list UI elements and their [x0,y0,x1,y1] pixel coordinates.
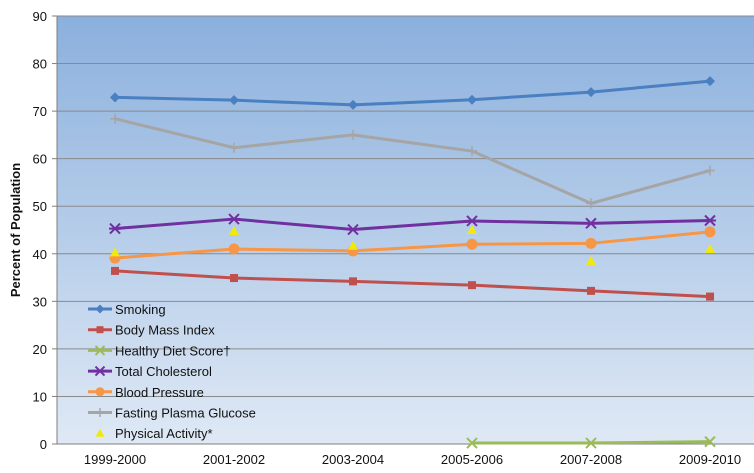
data-point [585,237,597,249]
data-point [230,274,238,283]
data-point [228,213,240,225]
data-point [587,286,595,295]
data-point [467,146,477,157]
data-point [466,215,478,227]
series-body-mass-index [111,266,714,301]
data-point [705,76,715,87]
data-point [466,437,478,449]
legend-label: Total Cholesterol [115,364,212,379]
series-smoking [110,76,715,110]
y-axis-label: Percent of Population [8,163,23,297]
legend-swatch-marker [94,365,106,377]
legend-item: Smoking [88,302,166,317]
y-tick-label: 50 [33,199,47,214]
data-point [468,281,476,290]
data-point [467,94,477,105]
legend-label: Physical Activity* [115,426,213,441]
data-point [704,214,716,227]
data-point [466,238,478,250]
series-line [114,217,711,232]
data-point [704,226,716,238]
data-point [704,435,716,448]
y-tick-label: 40 [33,247,47,262]
series-blood-pressure [109,226,716,264]
data-point [467,225,477,234]
x-tick-label: 2007-2008 [560,452,622,467]
y-tick-label: 30 [33,294,47,309]
data-point [705,244,715,254]
series-physical-activity [110,225,715,265]
data-point [229,225,239,235]
data-point [111,266,119,275]
plot-area [57,16,754,444]
gridlines [57,15,754,445]
y-tick-label: 90 [33,9,47,24]
data-point [586,198,596,209]
legend-label: Blood Pressure [115,385,204,400]
y-tick-label: 20 [33,342,47,357]
data-point [110,247,120,257]
series-total-cholesterol [109,213,716,236]
data-point [109,222,121,235]
series-fasting-plasma-glucose [110,113,715,209]
data-point [705,165,715,176]
data-point [110,92,120,103]
legend-swatch-marker [95,304,105,314]
series-layer [109,76,716,449]
x-tick-label: 2001-2002 [203,452,265,467]
legend-label: Body Mass Index [115,323,215,338]
series-line [114,117,711,205]
x-tick-label: 2003-2004 [322,452,384,467]
x-axis: 1999-2000 2001-2002 2003-2004 2005-2006 2007… [57,443,754,467]
data-point [586,87,596,98]
legend: Smoking Body Mass Index Healthy Diet Score… [88,302,256,441]
legend-item: Physical Activity* [95,426,213,441]
legend-item: Healthy Diet Score† [88,343,231,358]
data-point [348,240,358,250]
y-axis: 0 10 20 30 40 50 60 70 80 90 [33,9,58,452]
legend-label: Fasting Plasma Glucose [115,406,256,421]
series-line [114,79,711,107]
legend-label: Healthy Diet Score† [115,343,231,358]
data-point [348,99,358,110]
x-tick-label: 1999-2000 [84,452,146,467]
data-point [586,255,596,265]
legend-swatch-marker [96,326,104,334]
data-point [585,217,597,230]
legend-swatch-marker [95,428,105,437]
y-tick-label: 60 [33,152,47,167]
legend-swatch-marker [95,408,105,417]
series-healthy-diet-score [466,435,716,449]
y-tick-label: 10 [33,389,47,404]
y-tick-label: 0 [40,437,47,452]
y-tick-label: 80 [33,57,47,72]
y-tick-label: 70 [33,104,47,119]
x-tick-label: 2009-2010 [679,452,741,467]
legend-swatch-marker [95,387,105,397]
data-point [228,243,240,255]
legend-item: Fasting Plasma Glucose [88,406,256,421]
data-point [348,129,358,140]
series-line [114,269,711,299]
legend-label: Smoking [115,302,166,317]
x-tick-label: 2005-2006 [441,452,503,467]
legend-item: Blood Pressure [88,385,204,400]
data-point [229,95,239,106]
legend-swatch-marker [94,345,106,356]
data-point [349,277,357,286]
data-point [706,292,714,301]
series-line [114,230,711,260]
data-point [229,142,239,153]
data-point [110,113,120,124]
legend-item: Total Cholesterol [88,364,212,379]
data-point [347,223,359,236]
legend-item: Body Mass Index [88,323,215,338]
data-point [585,437,597,449]
